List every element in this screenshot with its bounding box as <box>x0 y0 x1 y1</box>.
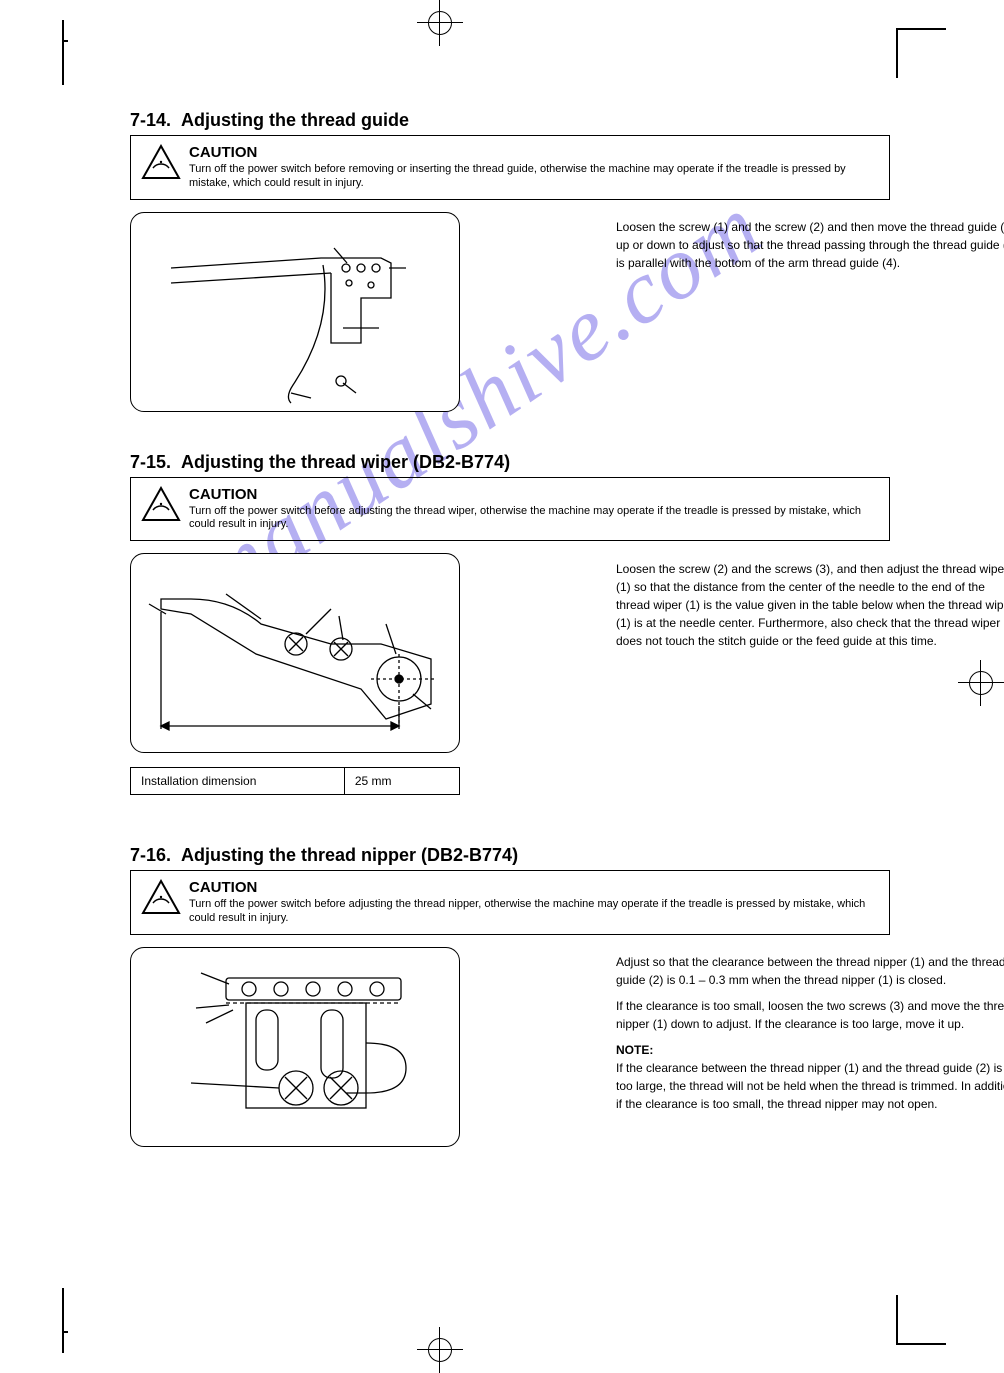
caution-icon <box>141 486 181 522</box>
caution-box: CAUTION Turn off the power switch before… <box>130 135 890 200</box>
crop-mark <box>896 28 946 78</box>
section-number: 7-15. <box>130 452 171 473</box>
caution-icon <box>141 879 181 915</box>
section-title: Adjusting the thread wiper (DB2-B774) <box>181 452 510 473</box>
caution-box: CAUTION Turn off the power switch before… <box>130 870 890 935</box>
figure-thread-guide <box>130 212 460 412</box>
section-body: Loosen the screw (1) and the screw (2) a… <box>616 218 1004 272</box>
para: If the clearance is too small, loosen th… <box>616 997 1004 1033</box>
crop-mark <box>62 1331 68 1333</box>
caution-text: Turn off the power switch before adjusti… <box>189 505 879 533</box>
caution-icon <box>141 144 181 180</box>
caution-text: Turn off the power switch before removin… <box>189 163 879 191</box>
note-body: If the clearance between the thread nipp… <box>616 1059 1004 1113</box>
table-row: Installation dimension 25 mm <box>131 768 460 795</box>
registration-mark <box>417 1327 463 1373</box>
section-body: Adjust so that the clearance between the… <box>616 953 1004 1113</box>
note-heading: NOTE: <box>616 1041 1004 1059</box>
registration-mark <box>958 660 1004 706</box>
section-number: 7-16. <box>130 845 171 866</box>
figure-thread-nipper <box>130 947 460 1147</box>
caution-heading: CAUTION <box>189 879 879 896</box>
caution-box: CAUTION Turn off the power switch before… <box>130 477 890 542</box>
figure-thread-wiper <box>130 553 460 753</box>
crop-mark <box>62 40 68 42</box>
spec-table: Installation dimension 25 mm <box>130 767 460 795</box>
crop-mark <box>896 1295 946 1345</box>
crop-mark <box>62 20 64 85</box>
crop-mark <box>62 1288 64 1353</box>
caution-heading: CAUTION <box>189 486 879 503</box>
caution-heading: CAUTION <box>189 144 879 161</box>
section-title: Adjusting the thread guide <box>181 110 409 131</box>
section-title: Adjusting the thread nipper (DB2-B774) <box>181 845 518 866</box>
caution-text: Turn off the power switch before adjusti… <box>189 898 879 926</box>
section-thread-nipper: 7-16. Adjusting the thread nipper (DB2-B… <box>130 845 890 1147</box>
section-thread-wiper: 7-15. Adjusting the thread wiper (DB2-B7… <box>130 452 890 796</box>
spec-label: Installation dimension <box>131 768 345 795</box>
para: Adjust so that the clearance between the… <box>616 953 1004 989</box>
registration-mark <box>417 0 463 46</box>
section-number: 7-14. <box>130 110 171 131</box>
section-body: Loosen the screw (2) and the screws (3),… <box>616 560 1004 650</box>
spec-value: 25 mm <box>344 768 459 795</box>
page-content: 7-14. Adjusting the thread guide CAUTION… <box>130 110 890 1183</box>
section-thread-guide: 7-14. Adjusting the thread guide CAUTION… <box>130 110 890 412</box>
